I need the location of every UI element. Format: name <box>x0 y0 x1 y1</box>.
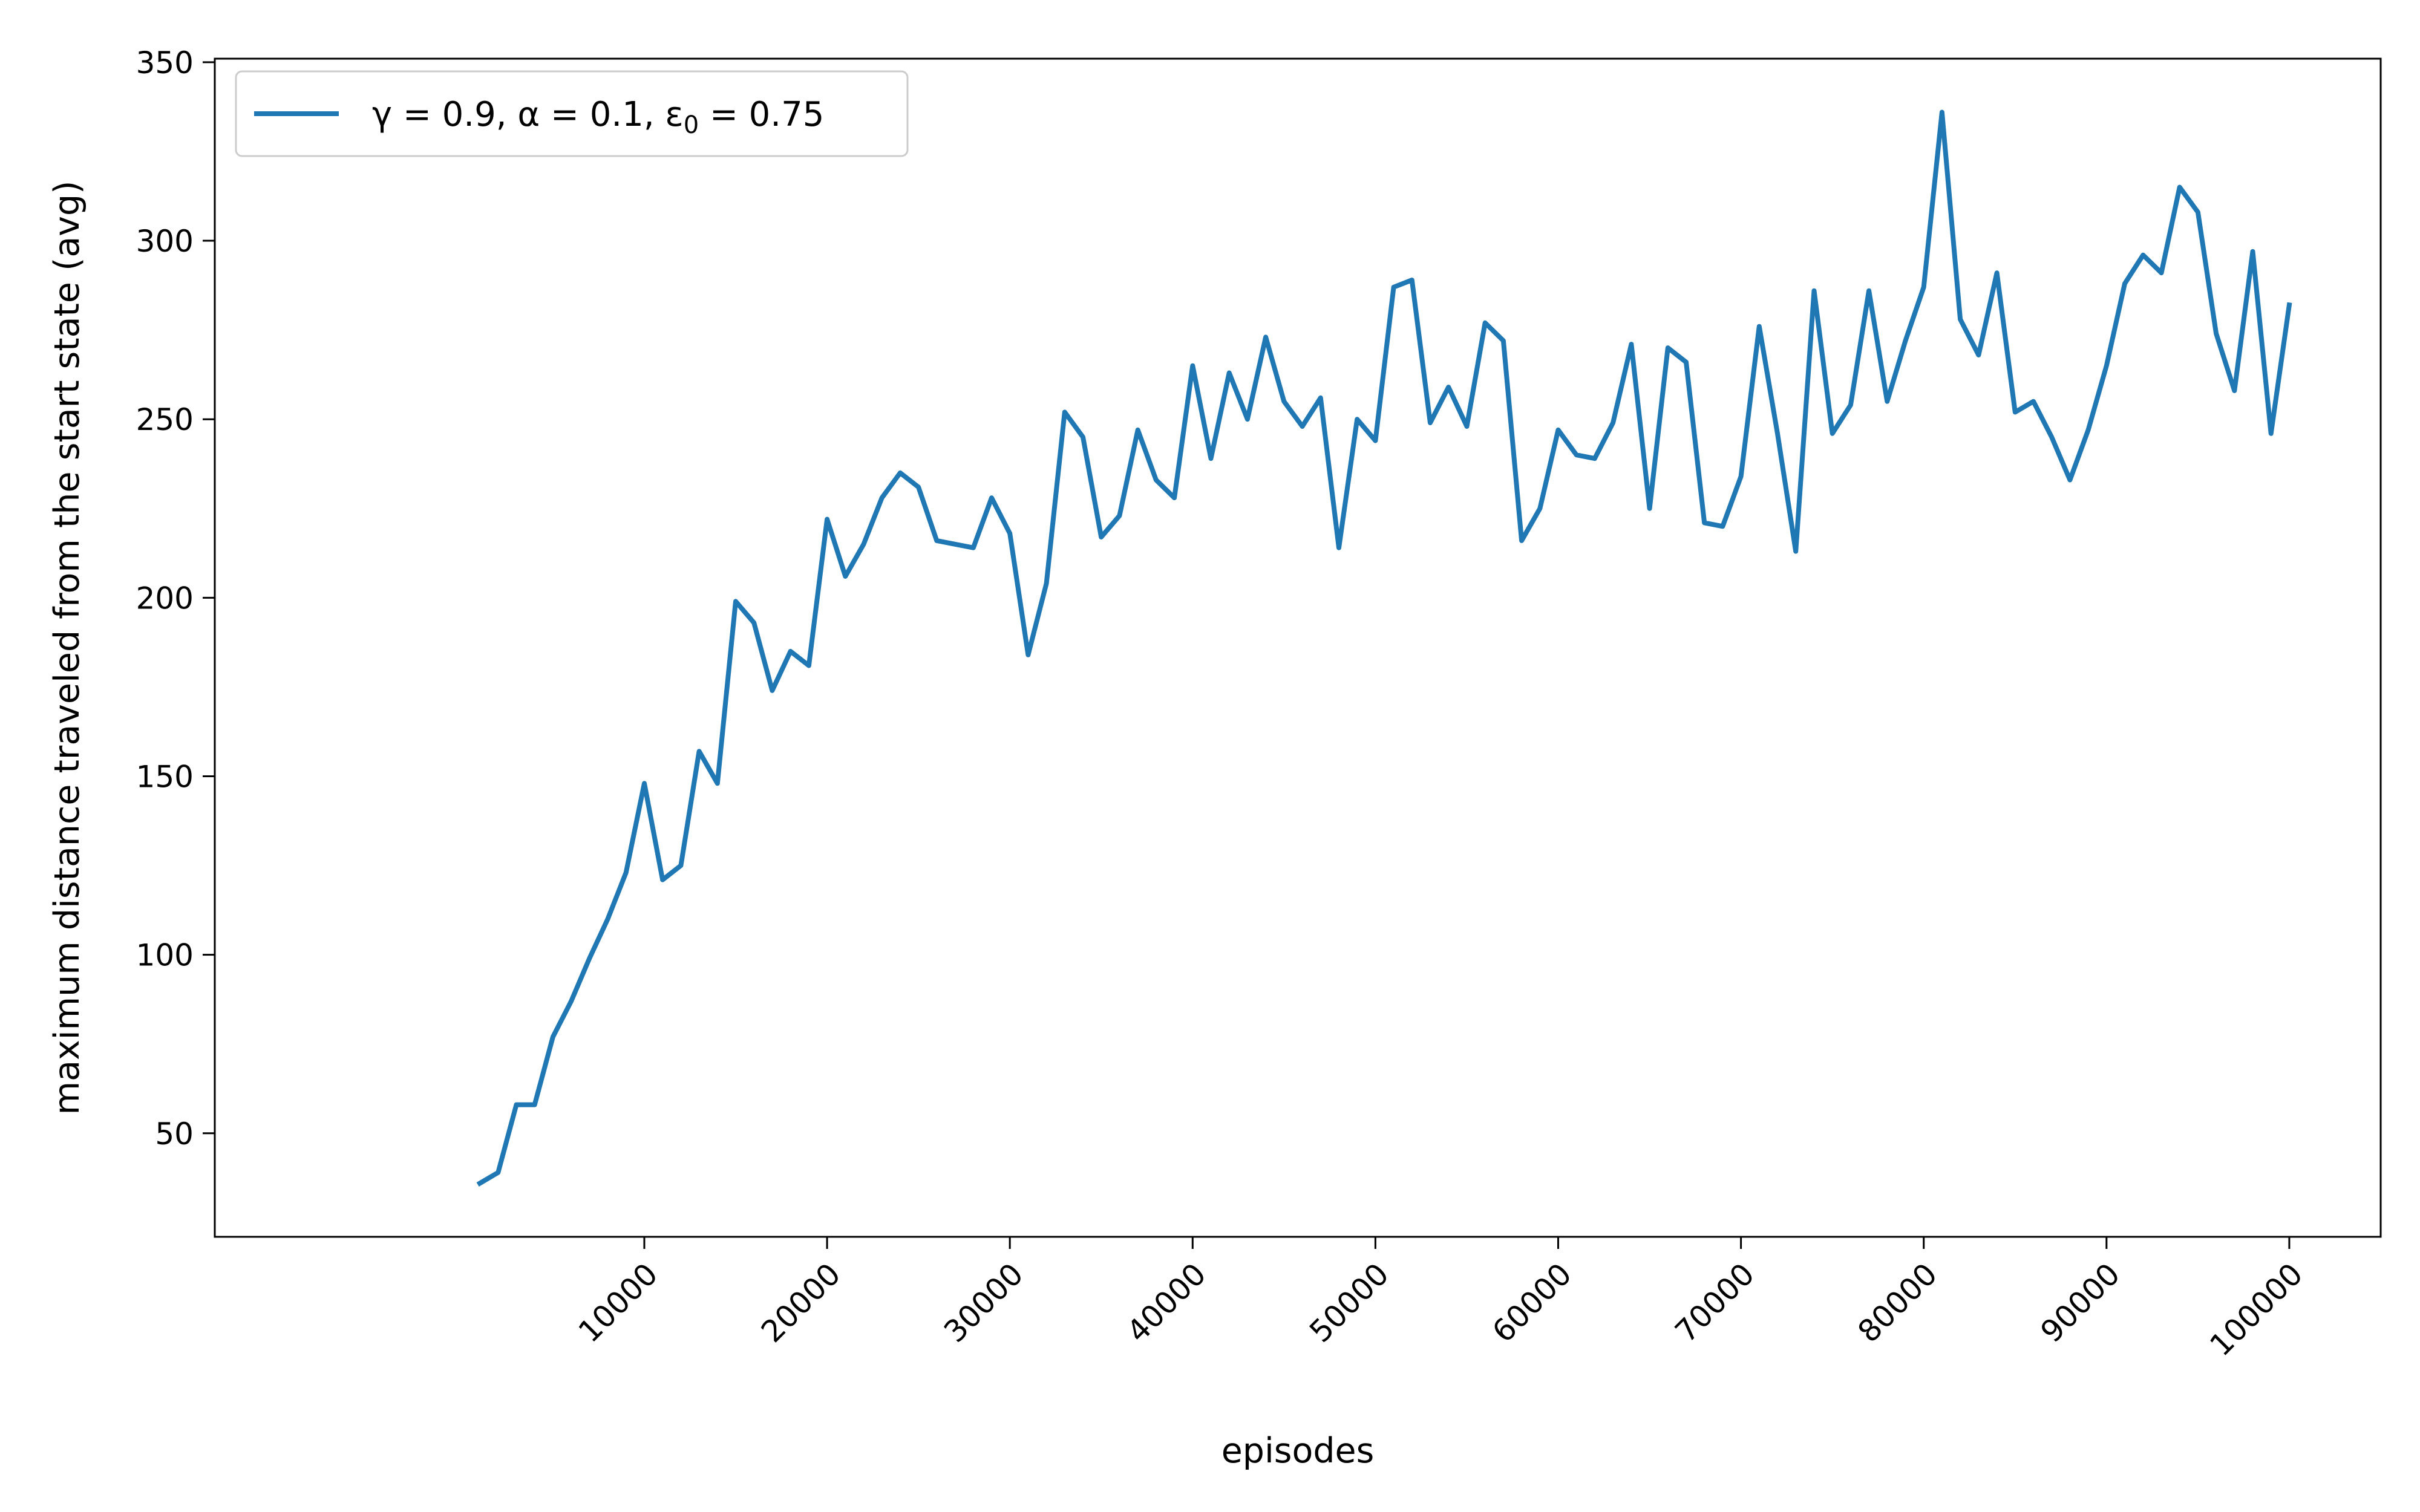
x-tick-label: 70000 <box>1669 1256 1761 1349</box>
series-line <box>476 109 2292 1187</box>
x-tick-label: 40000 <box>1120 1256 1212 1349</box>
plot-area <box>476 109 2292 1187</box>
y-axis-label: maximum distance traveled from the start… <box>47 181 87 1115</box>
legend: γ = 0.9, α = 0.1, ε0 = 0.75 <box>235 70 909 157</box>
y-tick-label: 100 <box>136 938 194 973</box>
x-axis-ticks: 10000 20000 30000 40000 50000 60000 70000 80000… <box>572 1237 2309 1363</box>
x-tick-label: 10000 <box>572 1256 664 1349</box>
axes-frame <box>214 57 2382 1238</box>
x-tick-label: 20000 <box>754 1256 847 1349</box>
x-tick-label: 90000 <box>2034 1256 2127 1349</box>
y-tick-label: 250 <box>136 402 194 437</box>
y-tick-label: 150 <box>136 760 194 795</box>
y-tick-label: 350 <box>136 45 194 80</box>
y-tick-label: 50 <box>155 1116 194 1152</box>
x-tick-label: 60000 <box>1486 1256 1578 1349</box>
y-axis-ticks: 50 100 150 200 250 300 350 <box>136 45 215 1152</box>
y-tick-label: 300 <box>136 224 194 259</box>
y-tick-label: 200 <box>136 581 194 616</box>
legend-entry-label: γ = 0.9, α = 0.1, ε0 = 0.75 <box>372 95 824 139</box>
x-tick-label: 80000 <box>1851 1256 1944 1349</box>
x-axis-label: episodes <box>1221 1431 1375 1471</box>
legend-box <box>235 70 909 157</box>
x-tick-label: 100000 <box>2203 1256 2309 1363</box>
x-tick-label: 30000 <box>937 1256 1030 1349</box>
x-tick-label: 50000 <box>1303 1256 1395 1349</box>
